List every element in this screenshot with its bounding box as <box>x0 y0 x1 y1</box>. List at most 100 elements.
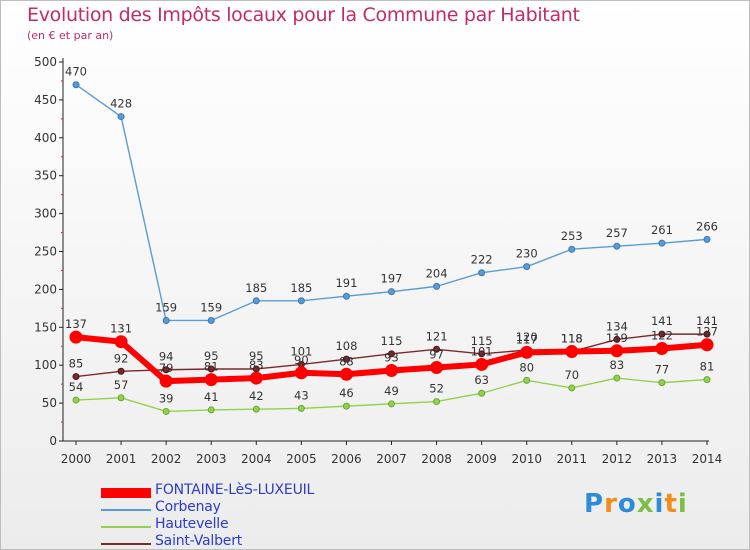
data-point <box>339 367 353 381</box>
chart-subtitle: (en € et par an) <box>27 29 114 42</box>
data-point <box>523 263 531 271</box>
data-point <box>658 330 666 338</box>
logo-letter: i <box>677 489 688 519</box>
data-point <box>478 350 486 358</box>
data-point <box>433 345 441 353</box>
data-point <box>294 366 308 380</box>
data-label: 90 <box>294 353 309 367</box>
data-label: 118 <box>561 332 583 346</box>
data-label: 204 <box>426 266 448 280</box>
y-tick-label: 0 <box>49 434 57 448</box>
y-tick-label: 350 <box>34 169 57 183</box>
data-label: 131 <box>110 322 132 336</box>
data-label: 49 <box>384 384 399 398</box>
data-label: 253 <box>561 229 583 243</box>
data-label: 159 <box>155 300 177 314</box>
data-label: 121 <box>426 329 448 343</box>
data-point <box>207 406 215 414</box>
data-point <box>249 371 263 385</box>
data-point <box>117 394 125 402</box>
y-tick-label: 250 <box>34 245 57 259</box>
data-label: 101 <box>471 344 493 358</box>
data-label: 134 <box>606 319 628 333</box>
legend-label: FONTAINE-LèS-LUXEUIL <box>155 482 315 498</box>
data-point <box>207 365 215 373</box>
data-point <box>565 345 579 359</box>
data-label: 63 <box>474 373 489 387</box>
data-label: 159 <box>200 300 222 314</box>
x-tick-label: 2007 <box>376 452 407 466</box>
x-tick-label: 2010 <box>511 452 542 466</box>
legend-swatch <box>101 543 151 545</box>
data-point <box>475 357 489 371</box>
data-point <box>162 366 170 374</box>
y-tick-label: 450 <box>34 93 57 107</box>
data-point <box>204 373 218 387</box>
legend-swatch <box>101 488 151 498</box>
x-tick-label: 2008 <box>421 452 452 466</box>
series-hautevelle <box>72 374 711 415</box>
data-label: 46 <box>339 386 354 400</box>
logo-letter: P <box>584 489 605 519</box>
data-point <box>433 282 441 290</box>
y-tick-label: 100 <box>34 358 57 372</box>
data-label: 52 <box>429 382 444 396</box>
x-tick-label: 2014 <box>692 452 723 466</box>
data-label: 185 <box>290 281 312 295</box>
x-tick-label: 2013 <box>647 452 678 466</box>
data-label: 118 <box>561 332 583 346</box>
data-point <box>658 239 666 247</box>
x-tick-label: 2003 <box>196 452 227 466</box>
data-point <box>342 292 350 300</box>
data-point <box>433 398 441 406</box>
data-point <box>207 316 215 324</box>
data-point <box>700 338 714 352</box>
logo-letter: o <box>617 489 637 519</box>
logo-letter: t <box>664 489 678 519</box>
data-point <box>388 400 395 408</box>
data-label: 39 <box>159 391 174 405</box>
data-point <box>430 360 444 374</box>
legend-label: Corbenay <box>155 499 221 515</box>
data-point <box>69 330 83 344</box>
x-tick-label: 2012 <box>602 452 633 466</box>
data-label: 197 <box>381 272 403 286</box>
data-label: 83 <box>610 358 625 372</box>
data-point <box>342 355 350 363</box>
data-label: 122 <box>651 329 673 343</box>
data-point <box>72 373 80 381</box>
data-point <box>703 330 711 338</box>
logo-letter: r <box>604 489 618 519</box>
data-label: 43 <box>294 388 309 402</box>
logo-letter: x <box>636 489 655 519</box>
data-label: 57 <box>114 378 129 392</box>
series-corbenay <box>72 81 711 324</box>
data-point <box>523 376 531 384</box>
proxiti-logo: Proxiti <box>584 489 688 519</box>
x-tick-label: 2006 <box>331 452 362 466</box>
data-label: 77 <box>655 363 670 377</box>
data-point <box>385 364 398 378</box>
data-label: 95 <box>249 349 264 363</box>
data-point <box>703 376 711 384</box>
data-point <box>162 407 170 415</box>
data-label: 117 <box>516 332 538 346</box>
data-point <box>478 269 486 277</box>
data-point <box>568 384 576 392</box>
data-label: 470 <box>65 65 87 79</box>
data-label: 115 <box>381 334 403 348</box>
data-point <box>613 242 621 250</box>
data-point <box>478 389 486 397</box>
data-point <box>114 335 128 349</box>
data-point <box>520 345 534 359</box>
data-label: 85 <box>69 357 84 371</box>
y-tick-label: 50 <box>42 396 57 410</box>
legend-label: Saint-Valbert <box>155 533 243 549</box>
data-point <box>72 81 80 89</box>
data-point <box>297 404 305 412</box>
data-point <box>613 374 621 382</box>
data-label: 94 <box>159 350 174 364</box>
data-point <box>658 379 666 387</box>
data-point <box>342 402 350 410</box>
data-label: 137 <box>65 317 87 331</box>
